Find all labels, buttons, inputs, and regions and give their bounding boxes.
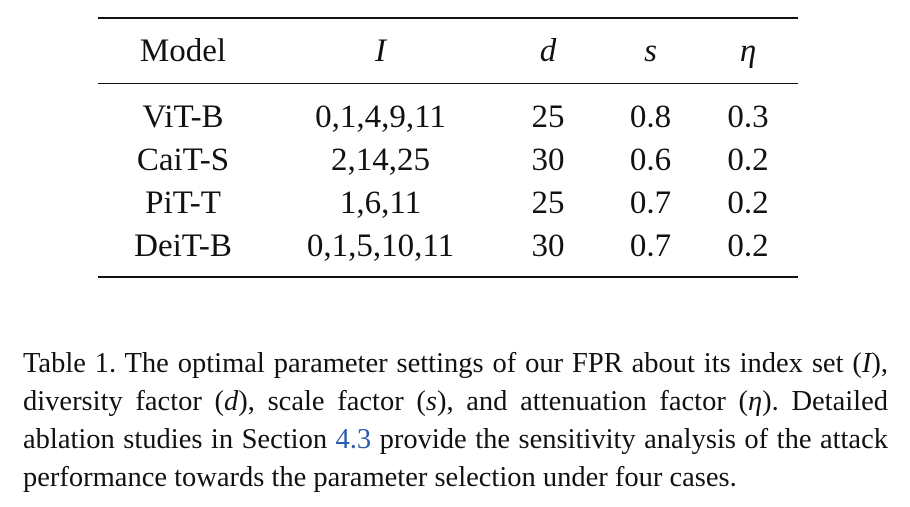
table-row: CaiT-S 2,14,25 30 0.6 0.2 <box>98 139 798 182</box>
parameter-table-container: Model I d s η ViT-B 0,1,4,9,11 25 0.8 0.… <box>98 17 798 278</box>
caption-text: ), scale factor ( <box>238 385 426 417</box>
parameter-table: Model I d s η ViT-B 0,1,4,9,11 25 0.8 0.… <box>98 17 798 278</box>
section-reference-link[interactable]: 4.3 <box>335 423 372 455</box>
cell-scale: 0.7 <box>629 228 672 264</box>
header-index-set: I <box>375 32 386 69</box>
cell-attenuation: 0.2 <box>727 228 769 264</box>
cell-model: CaiT-S <box>136 142 230 178</box>
caption-math-attenuation: η <box>748 385 763 417</box>
cell-index-set: 0,1,4,9,11 <box>315 99 446 135</box>
header-scale-factor: s <box>644 32 657 69</box>
caption-math-diversity: d <box>224 385 239 417</box>
caption-text: Table 1. The optimal parameter settings … <box>23 347 862 379</box>
cell-diversity: 30 <box>531 228 565 264</box>
cell-index-set: 2,14,25 <box>331 142 430 178</box>
cell-diversity: 25 <box>531 185 565 221</box>
caption-text: provide the sensitivity analysis of the … <box>23 423 888 493</box>
cell-scale: 0.6 <box>629 142 672 178</box>
cell-scale: 0.8 <box>629 99 672 135</box>
cell-attenuation: 0.2 <box>727 185 769 221</box>
table-row: PiT-T 1,6,11 25 0.7 0.2 <box>98 182 798 225</box>
cell-scale: 0.7 <box>629 185 672 221</box>
header-diversity-factor: d <box>539 32 557 69</box>
caption-math-scale: s <box>425 385 437 417</box>
table-row: ViT-B 0,1,4,9,11 25 0.8 0.3 <box>98 83 798 140</box>
header-model: Model <box>139 32 227 69</box>
table-row: DeiT-B 0,1,5,10,11 30 0.7 0.2 <box>98 225 798 277</box>
caption-text: ), and attenuation factor ( <box>436 385 749 417</box>
caption-text: ), diversity factor ( <box>23 347 888 417</box>
cell-index-set: 0,1,5,10,11 <box>306 228 455 264</box>
table-header-row: Model I d s η <box>98 18 798 84</box>
table-caption: Table 1. The optimal parameter settings … <box>23 345 888 497</box>
cell-diversity: 30 <box>531 142 565 178</box>
cell-attenuation: 0.3 <box>727 99 769 135</box>
caption-text: ). Detailed ablation studies in Section <box>23 385 888 455</box>
cell-model: ViT-B <box>142 99 224 135</box>
cell-index-set: 1,6,11 <box>339 185 422 221</box>
caption-math-index-set: I <box>861 347 872 379</box>
cell-model: PiT-T <box>145 185 221 221</box>
cell-attenuation: 0.2 <box>727 142 769 178</box>
header-attenuation-factor: η <box>739 32 757 69</box>
cell-model: DeiT-B <box>134 228 232 264</box>
cell-diversity: 25 <box>531 99 565 135</box>
